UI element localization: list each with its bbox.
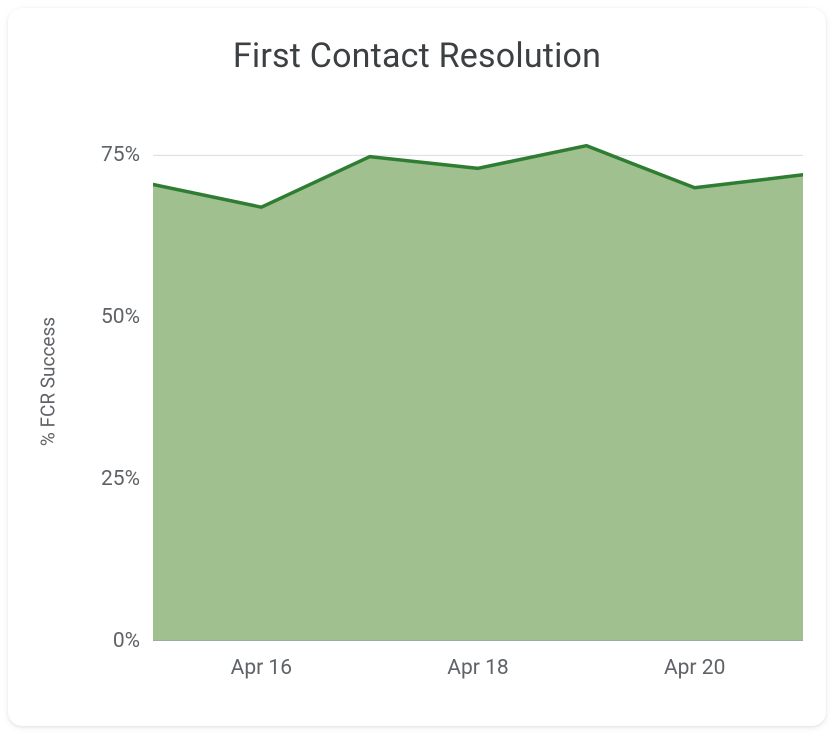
chart-card: First Contact Resolution % FCR Success 0…	[8, 8, 826, 726]
chart-title: First Contact Resolution	[8, 36, 826, 76]
y-axis-ticks: 0%25%50%75%	[8, 123, 140, 641]
chart-svg	[153, 123, 803, 641]
y-tick-label: 25%	[8, 467, 140, 491]
y-tick-label: 50%	[8, 305, 140, 329]
x-axis-ticks: Apr 16 Apr 18 Apr 20	[153, 656, 803, 696]
x-tick-label: Apr 20	[664, 656, 725, 680]
x-tick-label: Apr 16	[231, 656, 292, 680]
chart-plot-area	[153, 123, 803, 641]
y-tick-label: 75%	[8, 143, 140, 167]
y-tick-label: 0%	[8, 629, 140, 653]
x-tick-label: Apr 18	[447, 656, 508, 680]
area-fill	[153, 146, 803, 641]
